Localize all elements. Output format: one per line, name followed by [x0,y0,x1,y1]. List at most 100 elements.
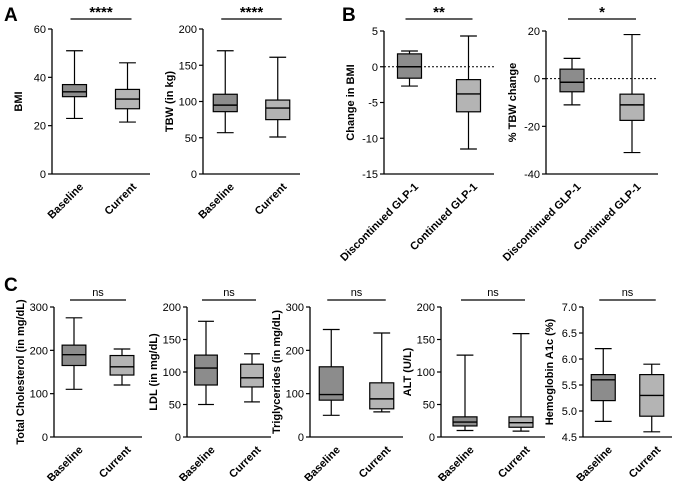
significance-label: ns [622,287,634,299]
category-label: Discontinued GLP-1 [501,181,584,264]
y-tick-label: 0 [298,432,304,444]
category-label: Current [627,444,664,481]
y-tick-label: 0 [191,169,197,181]
y-tick-label: -10 [362,133,378,145]
box-current [369,382,395,410]
box-baseline [61,83,88,98]
category-label: Baseline [574,444,614,481]
chart-3: -40 -20 0 20 % TBW change Discontinued GLP-1C… [501,4,658,264]
box-discontinued-glp-1 [559,68,585,93]
y-tick-label: 200 [179,24,197,36]
category-label: Current [227,444,264,481]
significance-label: ns [223,287,235,299]
category-label: Current [357,444,394,481]
y-axis-title: Change in BMI [345,64,357,140]
y-tick-label: 60 [34,24,46,36]
box-baseline [194,354,218,386]
significance-label: **** [89,4,113,21]
category-label: Baseline [45,444,85,481]
y-tick-label: 100 [417,367,435,379]
y-axis-title: Total Cholesterol (in mg/dL) [15,299,27,445]
category-label: Current [97,444,134,481]
category-label: Baseline [436,444,476,481]
y-tick-label: 200 [163,302,181,314]
y-tick-label: 0 [40,169,46,181]
y-tick-label: 20 [34,121,46,133]
y-tick-label: 0 [372,62,378,74]
category-label: Baseline [177,444,217,481]
y-tick-label: 300 [286,302,304,314]
y-tick-label: 150 [163,335,181,347]
y-axis-title: BMI [13,91,25,111]
box-baseline [212,93,238,113]
box-current [265,99,291,121]
y-tick-label: 50 [185,133,197,145]
y-tick-label: -20 [524,121,540,133]
y-tick-label: 0 [175,432,181,444]
category-label: Baseline [302,444,342,481]
box-continued-glp-1 [455,79,482,113]
y-tick-label: 20 [528,26,540,38]
y-axis-title: Triglycerides (in mg/dL) [271,310,283,434]
category-label: Baseline [46,181,86,221]
significance-label: ns [351,287,363,299]
y-axis-title: LDL (in mg/dL) [148,333,160,411]
chart-0: 0 20 40 60 BMI Baseline Current **** [13,4,150,222]
y-tick-label: 200 [30,345,48,357]
y-tick-label: 0 [42,432,48,444]
significance-label: ns [487,287,499,299]
y-tick-label: 200 [417,302,435,314]
y-axis-title: ALT (U/L) [402,347,414,396]
category-label: Discontinued GLP-1 [338,181,421,264]
category-label: Baseline [196,181,236,221]
y-tick-label: 5.5 [562,380,577,392]
y-axis-title: % TBW change [507,63,519,142]
y-tick-label: 0 [429,432,435,444]
y-tick-label: 200 [286,345,304,357]
y-tick-label: 5 [372,26,378,38]
significance-label: * [599,4,605,21]
box-current [240,363,264,388]
y-tick-label: 150 [417,335,435,347]
y-tick-label: 5.0 [562,406,577,418]
y-tick-label: -5 [368,98,378,110]
panel-letter-c: C [4,275,18,296]
y-tick-label: 50 [423,400,435,412]
y-tick-label: 150 [179,60,197,72]
y-tick-label: 100 [30,389,48,401]
box-discontinued-glp-1 [396,53,423,79]
y-axis-title: Hemoglobin A1c (%) [544,318,556,425]
y-tick-label: 100 [286,389,304,401]
y-tick-label: -15 [362,169,378,181]
chart-2: -15 -10 -5 0 5 Change in BMI Discontinued GLP-… [338,4,494,264]
category-label: Current [102,181,139,218]
significance-label: **** [240,4,264,21]
category-label: Current [253,181,290,218]
category-label: Continued GLP-1 [408,181,480,253]
chart-7: 0 50 100 150 200 ALT (U/L) Baseline Current ns [402,287,545,481]
y-tick-label: 7.0 [562,302,577,314]
y-tick-label: 0 [534,74,540,86]
chart-5: 0 50 100 150 200 LDL (in mg/dL) Baseline Curren… [148,287,271,481]
chart-1: 0 50 100 150 200 TBW (in kg) Baseline Current **… [164,4,300,222]
chart-8: 4.5 5.0 5.5 6.0 6.5 7.0 Hemoglobin A1c (%) Base… [544,287,672,481]
significance-label: ** [433,4,445,21]
box-continued-glp-1 [619,93,645,121]
y-tick-label: 40 [34,72,46,84]
panel-letter-b: B [342,5,356,26]
y-tick-label: 6.5 [562,328,577,340]
y-tick-label: 300 [30,302,48,314]
box-current [109,354,135,376]
significance-label: ns [92,287,104,299]
y-tick-label: 50 [169,400,181,412]
y-tick-label: 100 [179,97,197,109]
category-label: Continued GLP-1 [572,181,644,253]
box-baseline [590,374,616,402]
y-tick-label: 4.5 [562,432,577,444]
y-tick-label: 100 [163,367,181,379]
category-label: Current [496,444,533,481]
y-axis-title: TBW (in kg) [164,71,176,132]
